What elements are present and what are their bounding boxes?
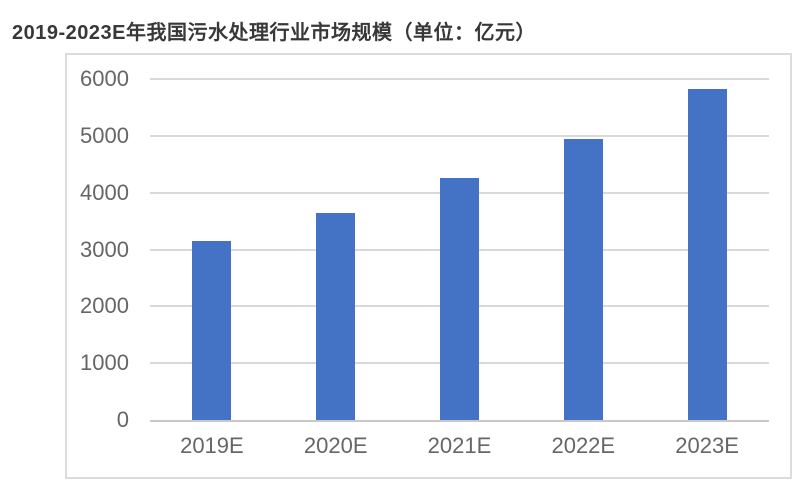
y-tick-label: 5000	[80, 122, 129, 148]
chart-container: 0 1000 2000 3000 4000 5000 6000 2019E 2020E 2021…	[65, 53, 792, 479]
bar-2019E	[192, 240, 232, 420]
gridline-5000	[150, 134, 769, 137]
y-tick-label: 1000	[80, 350, 129, 376]
x-tick-label: 2021E	[427, 433, 492, 458]
bar-2021E	[439, 178, 479, 420]
y-tick-label: 0	[116, 407, 129, 432]
bar-2020E	[316, 212, 356, 420]
y-tick-label: 6000	[80, 66, 129, 91]
gridline-6000	[150, 78, 769, 80]
x-tick-label: 2019E	[180, 433, 244, 458]
y-tick-label: 2000	[80, 293, 129, 319]
y-tick-label: 4000	[80, 179, 129, 205]
bar-2022E	[563, 138, 603, 420]
y-tick-label: 3000	[80, 236, 129, 262]
x-axis-labels: 2019E 2020E 2021E 2022E 2023E	[150, 433, 769, 458]
y-axis-labels: 0 1000 2000 3000 4000 5000 6000	[67, 68, 139, 431]
x-axis-line	[150, 420, 769, 422]
chart-title: 2019-2023E年我国污水处理行业市场规模（单位：亿元）	[12, 22, 536, 44]
bar-2023E	[687, 89, 727, 420]
x-tick-label: 2022E	[551, 433, 616, 458]
bars-layer	[150, 79, 769, 420]
x-tick-label: 2020E	[303, 433, 368, 458]
x-tick-label: 2023E	[675, 433, 739, 458]
plot-area	[150, 78, 769, 422]
